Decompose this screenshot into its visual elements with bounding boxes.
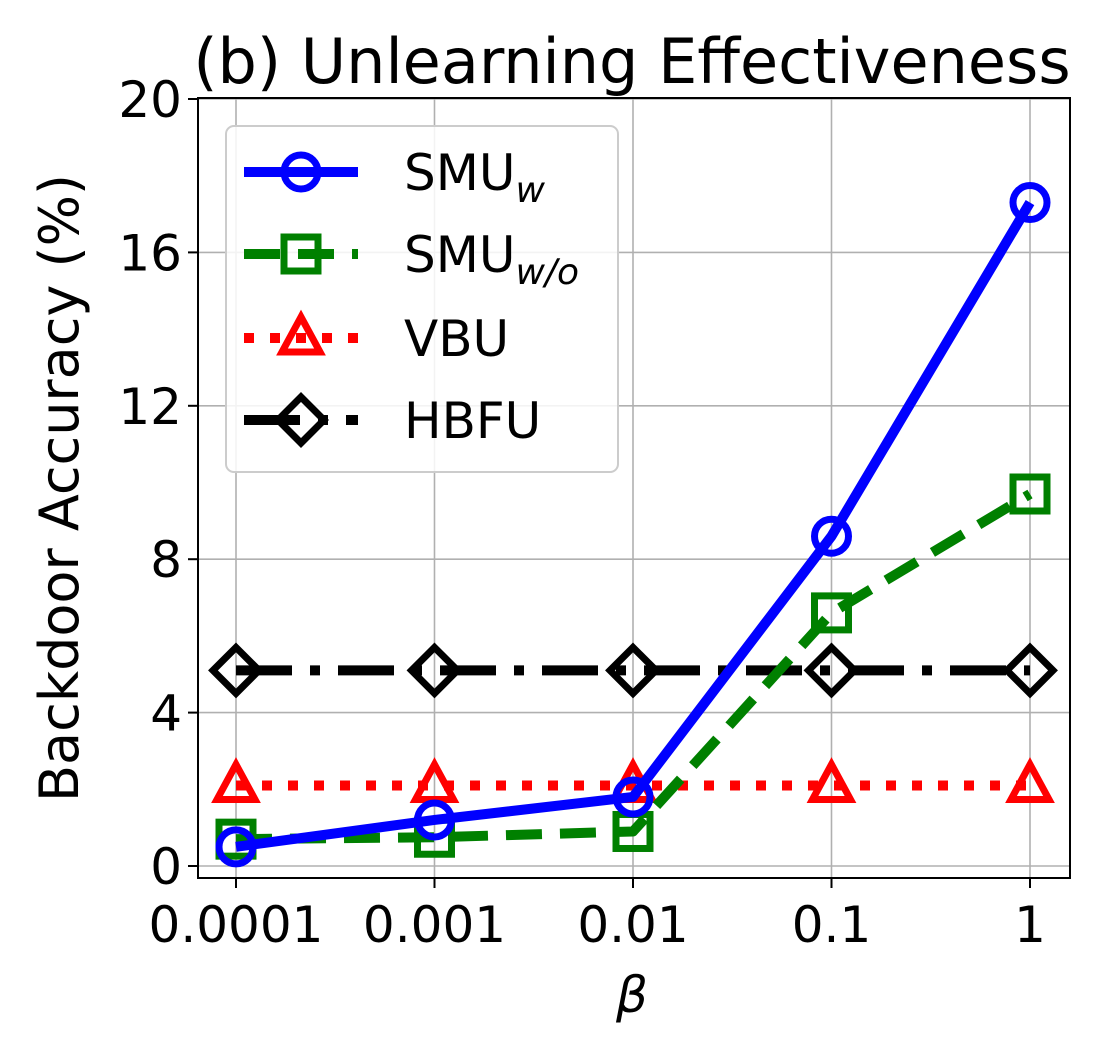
series-smu-wo — [215, 473, 1051, 860]
x-axis-label: β — [615, 966, 648, 1024]
x-tick-label: 0.001 — [363, 896, 506, 954]
chart-title: (b) Unlearning Effectiveness — [193, 25, 1070, 98]
data-point-vbu — [211, 757, 261, 803]
data-point-smu-w — [1009, 182, 1051, 224]
y-tick-label: 8 — [150, 531, 182, 589]
data-point-smu-w — [612, 776, 654, 818]
series-hbfu — [208, 642, 1058, 699]
legend-label-vbu: VBU — [404, 310, 509, 368]
legend-frame — [225, 125, 619, 473]
data-point-hbfu — [1002, 642, 1058, 699]
data-point-smu-wo — [811, 592, 852, 634]
plot-series — [208, 182, 1058, 868]
series-smu-w — [215, 182, 1051, 868]
y-tick-label: 4 — [150, 685, 182, 743]
data-point-smu-w — [811, 515, 852, 557]
series-line-smu-wo — [235, 489, 1033, 845]
data-point-vbu — [409, 757, 460, 803]
data-point-hbfu — [605, 642, 661, 699]
x-tick-label: 0.0001 — [149, 896, 324, 954]
legend-marker-hbfu — [273, 392, 329, 448]
y-tick-label: 0 — [150, 838, 182, 896]
y-tick-label: 12 — [118, 378, 182, 436]
x-tick-label: 0.1 — [792, 896, 872, 954]
x-tick-label: 1 — [1014, 896, 1046, 954]
x-tick-label: 0.01 — [577, 896, 688, 954]
y-tick-label: 16 — [118, 224, 182, 282]
data-point-vbu — [1005, 757, 1055, 803]
data-point-hbfu — [208, 642, 264, 699]
data-point-smu-w — [414, 799, 455, 841]
data-point-hbfu — [803, 642, 860, 699]
legend-marker-vbu — [276, 309, 326, 356]
data-point-hbfu — [406, 642, 463, 699]
legend-marker-smu-wo — [280, 233, 322, 275]
axis-ticks: 0.0001 0.001 0.01 0.1 1 0 4 8 12 16 20 — [118, 71, 1046, 954]
y-axis-label: Backdoor Accuracy (%) — [28, 174, 91, 802]
data-point-smu-w — [215, 826, 257, 868]
series-line-smu-w — [235, 199, 1035, 852]
legend-marker-smu-w — [280, 151, 322, 193]
legend-label-hbfu: HBFU — [404, 392, 541, 450]
data-point-smu-wo — [1009, 473, 1051, 515]
data-point-vbu — [806, 757, 857, 803]
y-tick-label: 20 — [118, 71, 182, 129]
